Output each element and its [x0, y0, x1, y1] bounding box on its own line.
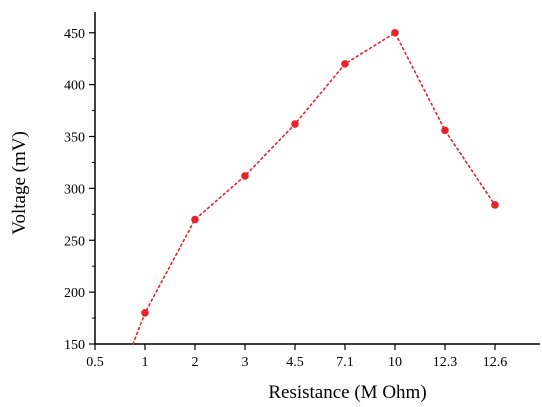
x-tick-label: 7.1: [336, 355, 354, 370]
x-axis-ticks: 0.5 1 2 3 4.5 7.1 10 12.3 12.6: [86, 344, 507, 370]
x-tick-label: 12.6: [483, 355, 508, 370]
plot-area: [94, 12, 540, 345]
data-point: [291, 120, 299, 128]
y-tick-label: 350: [64, 131, 85, 146]
y-tick-label: 250: [64, 234, 85, 249]
series-layer: [132, 28, 499, 345]
y-tick-label: 300: [64, 182, 85, 197]
y-axis-ticks: 150 200 250 300 350 400 450: [64, 27, 95, 353]
x-tick-label: 0.5: [86, 355, 104, 370]
data-point: [391, 28, 399, 37]
y-tick-label: 400: [64, 79, 85, 94]
y-tick-label: 450: [64, 27, 85, 42]
x-tick-label: 12.3: [433, 355, 458, 370]
x-tick-label: 3: [242, 355, 249, 370]
data-point: [491, 201, 499, 209]
data-point: [141, 309, 149, 317]
x-tick-label: 10: [388, 355, 402, 370]
x-tick-label: 1: [142, 355, 149, 370]
data-point: [341, 60, 349, 68]
data-point: [191, 215, 199, 224]
x-tick-label: 4.5: [286, 355, 304, 370]
data-point: [241, 172, 249, 180]
series-line: [132, 31, 496, 345]
y-axis-label: Voltage (mV): [9, 131, 30, 235]
x-tick-label: 2: [192, 355, 199, 370]
y-tick-label: 150: [64, 338, 85, 353]
y-tick-label: 200: [64, 286, 85, 301]
x-axis-label: Resistance (M Ohm): [268, 382, 426, 403]
data-point: [441, 126, 449, 135]
